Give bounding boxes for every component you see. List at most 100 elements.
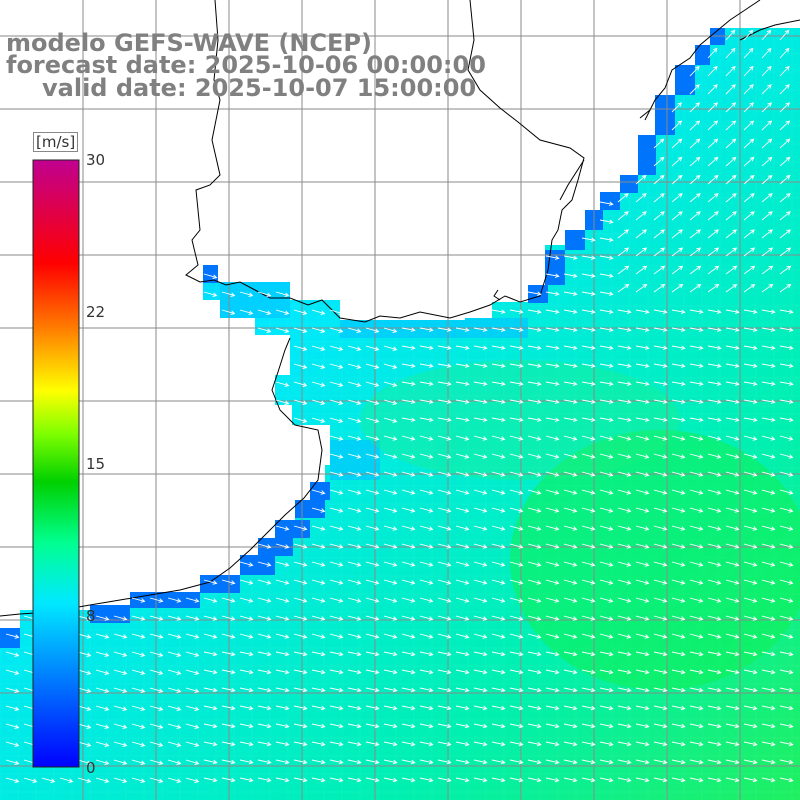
wind-arrow [419, 435, 434, 441]
wind-arrow [599, 273, 614, 278]
wind-arrow [113, 759, 128, 765]
wind-arrow [455, 435, 470, 441]
wind-arrow [635, 777, 650, 783]
wind-arrow [329, 561, 344, 567]
wind-arrow [599, 327, 614, 332]
wind-arrow [725, 102, 736, 113]
wind-arrow [563, 273, 578, 278]
wind-arrow [653, 265, 666, 275]
wind-arrow [635, 597, 650, 603]
wind-arrow [185, 669, 200, 675]
wind-arrow [383, 597, 398, 603]
wind-arrow [707, 705, 722, 711]
wind-arrow [257, 777, 272, 783]
wind-arrow [617, 381, 632, 386]
wind-arrow [725, 327, 740, 332]
wind-arrow [779, 453, 794, 459]
wind-arrow [491, 507, 506, 513]
wind-arrow [455, 345, 470, 350]
wind-arrow [59, 777, 74, 783]
wind-arrow [635, 174, 647, 185]
wind-arrow [437, 507, 452, 513]
wind-arrow [563, 291, 578, 296]
wind-arrow [257, 543, 272, 549]
wind-arrow [689, 138, 701, 149]
wind-arrow [203, 273, 218, 279]
wind-arrow [473, 453, 488, 459]
wind-arrow [599, 633, 614, 639]
wind-arrow [743, 193, 755, 203]
wind-arrow [5, 651, 20, 657]
wind-arrow [779, 633, 794, 639]
wind-arrow [761, 633, 776, 639]
wind-arrow [329, 453, 344, 459]
wind-arrow [239, 597, 254, 603]
wind-arrow [671, 247, 684, 257]
wind-arrow [455, 363, 470, 368]
wind-arrow [509, 777, 524, 783]
wind-arrow [707, 597, 722, 603]
wind-arrow [761, 47, 772, 59]
wind-arrow [419, 399, 434, 404]
wind-arrow [653, 687, 668, 693]
wind-arrow [77, 723, 92, 729]
wind-arrow [365, 561, 380, 567]
wind-arrow [383, 669, 398, 675]
wind-arrow [275, 723, 290, 729]
wind-arrow [347, 759, 362, 765]
wind-arrow [311, 399, 326, 405]
wind-arrow [779, 138, 791, 149]
wind-arrow [311, 309, 326, 315]
wind-arrow [473, 417, 488, 422]
wind-arrow [545, 309, 560, 314]
wind-arrow [653, 283, 666, 293]
wind-arrow [617, 417, 632, 422]
wind-arrow [293, 777, 308, 783]
wind-arrow [491, 435, 506, 441]
wind-arrow [725, 399, 740, 404]
wind-arrow [473, 615, 488, 621]
wind-arrow [77, 741, 92, 747]
wind-arrow [491, 309, 506, 314]
wind-arrow [509, 543, 524, 549]
wind-arrow [743, 120, 755, 131]
wind-arrow [779, 120, 791, 131]
wind-arrow [761, 669, 776, 675]
wind-arrow [707, 741, 722, 747]
wind-arrow [617, 265, 630, 275]
wind-arrow [455, 489, 470, 495]
wind-arrow [257, 651, 272, 657]
wind-arrow [239, 705, 254, 711]
wind-arrow [365, 381, 380, 387]
wind-arrow [581, 327, 596, 332]
wind-arrow [293, 669, 308, 675]
wind-arrow [293, 327, 308, 333]
wind-arrow [545, 741, 560, 747]
wind-arrow [599, 723, 614, 729]
wind-arrow [671, 399, 686, 404]
wind-arrow [401, 705, 416, 711]
wind-arrow [347, 399, 362, 405]
wind-arrow [635, 561, 650, 567]
wind-arrow [707, 193, 719, 203]
wind-arrow [671, 543, 686, 549]
wind-arrow [689, 759, 704, 765]
wind-arrow [419, 489, 434, 495]
wind-arrow [437, 471, 452, 477]
wind-arrow [653, 156, 665, 167]
wind-arrow [239, 669, 254, 675]
wind-arrow [743, 345, 758, 350]
wind-arrow [95, 669, 110, 675]
wind-arrow [401, 399, 416, 404]
wind-arrow [725, 47, 736, 59]
wind-arrow [725, 633, 740, 639]
wind-arrow [311, 633, 326, 639]
wind-arrow [221, 291, 236, 297]
wind-arrow [599, 687, 614, 693]
wind-arrow [599, 561, 614, 567]
wind-arrow [293, 399, 308, 405]
wind-arrow [401, 579, 416, 585]
colorbar-tick-15: 15 [86, 455, 106, 473]
wind-arrow [671, 759, 686, 765]
wind-arrow [689, 399, 704, 404]
